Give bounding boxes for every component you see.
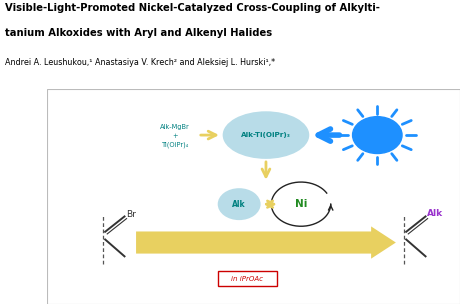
Text: Alk-MgBr: Alk-MgBr: [160, 124, 190, 130]
Ellipse shape: [223, 111, 309, 159]
Text: Alk: Alk: [427, 209, 443, 218]
Text: Visible-Light-Promoted Nickel-Catalyzed Cross-Coupling of Alkylti-: Visible-Light-Promoted Nickel-Catalyzed …: [5, 3, 380, 13]
Text: Br: Br: [126, 210, 136, 219]
Text: tanium Alkoxides with Aryl and Alkenyl Halides: tanium Alkoxides with Aryl and Alkenyl H…: [5, 28, 272, 38]
Text: Alk-Ti(OiPr)₃: Alk-Ti(OiPr)₃: [241, 132, 291, 138]
Text: Andrei A. Leushukou,¹ Anastasiya V. Krech² and Aleksiej L. Hurski¹,*: Andrei A. Leushukou,¹ Anastasiya V. Krec…: [5, 58, 275, 67]
Text: Ti(OiPr)₄: Ti(OiPr)₄: [162, 142, 189, 148]
Text: Ni: Ni: [295, 199, 307, 209]
FancyBboxPatch shape: [218, 271, 277, 286]
FancyArrow shape: [136, 227, 396, 258]
Circle shape: [218, 188, 261, 220]
Text: Alk: Alk: [232, 200, 246, 209]
Text: +: +: [173, 133, 178, 139]
FancyBboxPatch shape: [47, 89, 460, 304]
Circle shape: [353, 117, 402, 154]
Text: in iPrOAc: in iPrOAc: [231, 276, 264, 282]
